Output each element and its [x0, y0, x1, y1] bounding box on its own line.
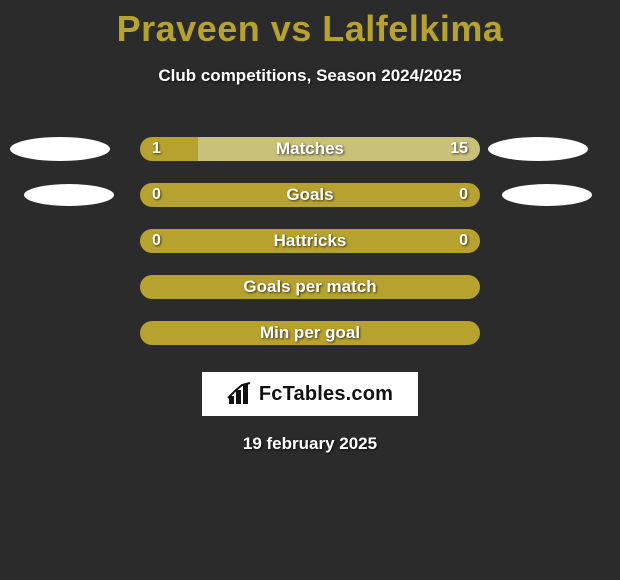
player-right-marker — [502, 184, 592, 206]
stat-row-hattricks: Hattricks0 0 — [0, 218, 620, 264]
stat-bar: Hattricks0 0 — [140, 229, 480, 253]
stat-label: Goals — [140, 183, 480, 207]
stat-row-mpg: Min per goal — [0, 310, 620, 356]
player-left-marker — [10, 137, 110, 161]
subtitle: Club competitions, Season 2024/2025 — [0, 66, 620, 86]
stat-value-left: 1 — [152, 137, 161, 161]
stat-rows: Matches115Goals00Hattricks00Goals per ma… — [0, 126, 620, 356]
stat-value-left: 0 — [152, 229, 161, 253]
stat-label: Min per goal — [140, 321, 480, 345]
logo-text: FcTables.com — [259, 383, 393, 406]
stat-bar: Goals per match — [140, 275, 480, 299]
page-title: Praveen vs Lalfelkima — [0, 0, 620, 50]
stat-row-gpm: Goals per match — [0, 264, 620, 310]
date-label: 19 february 2025 — [0, 434, 620, 454]
stat-label: Hattricks — [140, 229, 480, 253]
stat-row-matches: Matches1 15 — [0, 126, 620, 172]
stat-value-right: 0 — [459, 229, 468, 253]
player-left-marker — [24, 184, 114, 206]
stat-label: Matches — [140, 137, 480, 161]
stat-value-right: 15 — [450, 137, 468, 161]
stat-bar: Matches1 15 — [140, 137, 480, 161]
player-right-marker — [488, 137, 588, 161]
stat-bar: Min per goal — [140, 321, 480, 345]
bar-chart-icon — [227, 382, 253, 406]
logo-box: FcTables.com — [202, 372, 418, 416]
stat-row-goals: Goals0 0 — [0, 172, 620, 218]
stat-bar: Goals0 0 — [140, 183, 480, 207]
stat-value-right: 0 — [459, 183, 468, 207]
stat-label: Goals per match — [140, 275, 480, 299]
stat-value-left: 0 — [152, 183, 161, 207]
